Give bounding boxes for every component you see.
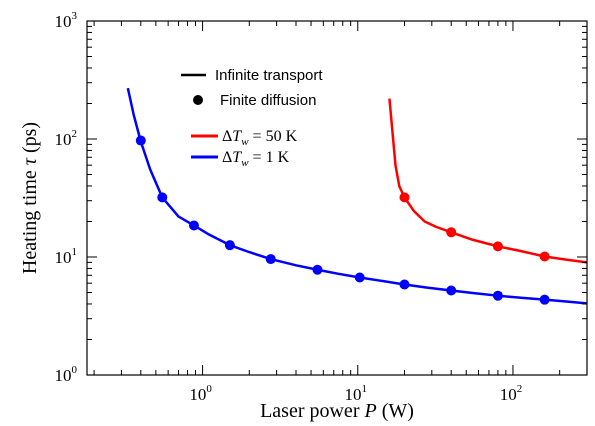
- series-1k-point: [492, 290, 503, 301]
- tick-labels: 100 101 102 100 101 102 103: [55, 10, 523, 404]
- legend: Infinite transport Finite diffusion ΔTw …: [181, 67, 323, 169]
- y-axis-label: Heating time τ (ps): [19, 122, 41, 274]
- x-tick-label: 100: [189, 383, 212, 404]
- plot-area-frame: [86, 20, 588, 376]
- series-1k-point: [224, 240, 235, 251]
- series-1k-point: [265, 254, 276, 265]
- series-1k-curve: [126, 87, 587, 305]
- plot-content: [126, 87, 587, 305]
- series-1k-point: [312, 264, 323, 275]
- series-1k-point: [539, 294, 550, 305]
- series-50k-point: [446, 227, 457, 238]
- series-1k-point: [135, 135, 146, 146]
- legend-label-series-1k: ΔTw = 1 K: [222, 149, 290, 169]
- y-tick-label: 101: [55, 246, 78, 267]
- y-tick-label: 103: [55, 10, 78, 31]
- series-50k-point: [539, 251, 550, 262]
- series-50k-curve: [388, 98, 587, 264]
- legend-label-finite-diffusion: Finite diffusion: [220, 92, 316, 109]
- x-tick-label: 102: [500, 383, 522, 404]
- y-tick-label: 102: [55, 128, 78, 149]
- axis-ticks: [87, 20, 588, 376]
- x-tick-label: 101: [345, 383, 368, 404]
- series-1k-point: [157, 192, 168, 203]
- series-1k-point: [188, 220, 199, 231]
- series-1k-point: [399, 279, 410, 290]
- series-1k-point: [354, 272, 365, 283]
- legend-label-series-50k: ΔTw = 50 K: [222, 128, 298, 148]
- series-50k-point: [399, 192, 410, 203]
- x-axis-label: Laser power P (W): [260, 400, 414, 422]
- series-50k-point: [492, 241, 503, 252]
- series-1k-point: [446, 285, 457, 296]
- legend-label-infinite-transport: Infinite transport: [215, 67, 323, 84]
- series-layer: [126, 87, 587, 305]
- legend-dot-marker: [193, 95, 203, 105]
- y-tick-label: 100: [55, 364, 78, 385]
